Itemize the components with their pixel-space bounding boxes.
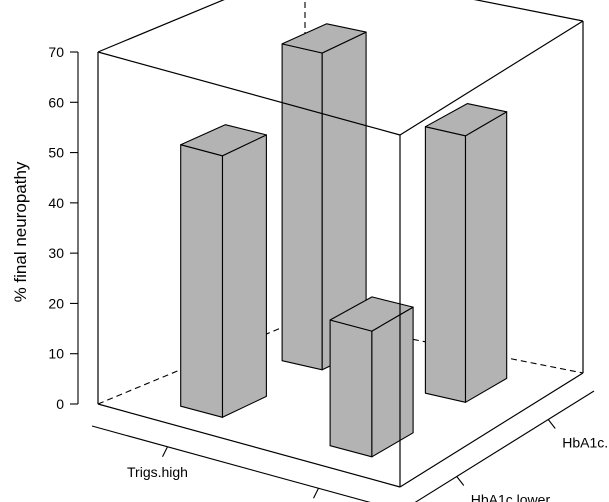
y-tick [547,419,556,429]
bar-front-face [329,319,373,458]
bar-top-face [281,23,367,54]
box-front-edges [97,0,584,488]
x-tick-label: Trigs.high [127,464,188,480]
box-edge-front-floor [97,403,401,488]
y-axis-title: % final neuropathy [11,161,30,302]
z-tick-label: 60 [48,94,64,110]
bar-front-face [180,144,224,418]
y-tick-label: HbA1c.lower [471,492,551,502]
bar-side-face [371,306,414,458]
z-tick-label: 20 [48,295,64,311]
z-tick-label: 30 [48,245,64,261]
x-tick [313,488,319,499]
bar-side-face [221,134,267,418]
box-edge-top-front [97,51,401,136]
z-tick-label: 40 [48,195,64,211]
bar-top-face [424,103,508,137]
bar-front-face [424,126,467,403]
x-axis-line [91,425,371,502]
bar-trig-low-hba1c-lower [329,296,414,458]
box-edge-top-back [473,0,584,22]
x-tick [162,446,168,457]
z-tick-label: 10 [48,346,64,362]
z-tick-label: 70 [48,44,64,60]
z-tick-label: 50 [48,145,64,161]
bar-trig-low-hba1c-upper [424,103,508,403]
y-axis-line [414,390,595,502]
z-tick-label: 0 [56,396,64,412]
bar-top-face [180,124,267,157]
y-tick [456,476,465,486]
bar-side-face [464,111,508,403]
box-edge-right-floor [399,372,584,488]
bar-trigs-high-hba1c-lower [180,124,267,418]
bar-front-face [281,43,323,371]
bar-top-face [329,296,414,332]
axes: 010203040506070Trigs.highTrig.lowHbA1c.l… [48,44,609,502]
y-tick-label: HbA1c.upper [562,435,609,451]
box-edge-top-left [97,0,225,53]
box-edge-top-right [399,20,584,136]
